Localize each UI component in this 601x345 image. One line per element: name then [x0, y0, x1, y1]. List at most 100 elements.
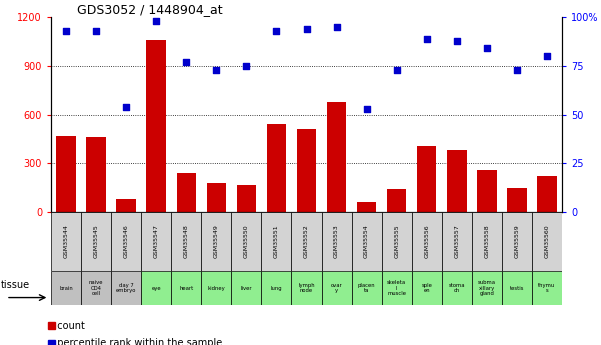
Text: brain: brain [59, 286, 73, 290]
Text: skeleta
l
muscle: skeleta l muscle [387, 280, 406, 296]
Bar [141, 271, 171, 305]
Text: percentile rank within the sample: percentile rank within the sample [51, 338, 222, 345]
Point [151, 18, 161, 24]
Text: GSM35559: GSM35559 [514, 225, 519, 258]
Text: placen
ta: placen ta [358, 283, 376, 294]
Text: GSM35546: GSM35546 [124, 225, 129, 258]
Bar [51, 212, 81, 271]
Bar [291, 212, 322, 271]
Point [212, 67, 221, 73]
Bar [502, 212, 532, 271]
Bar [81, 271, 111, 305]
Point [242, 63, 251, 69]
Text: GSM35557: GSM35557 [454, 225, 459, 258]
Bar [297, 129, 316, 212]
Text: GSM35555: GSM35555 [394, 225, 399, 258]
Point [272, 28, 281, 34]
Point [61, 28, 71, 34]
Point [302, 26, 311, 32]
Text: GSM35549: GSM35549 [214, 225, 219, 258]
Bar [177, 173, 196, 212]
Text: GSM35550: GSM35550 [244, 225, 249, 258]
Text: GSM35547: GSM35547 [154, 225, 159, 258]
Text: heart: heart [179, 286, 194, 290]
Bar [237, 185, 256, 212]
Bar [322, 271, 352, 305]
Point [482, 46, 492, 51]
Bar [291, 271, 322, 305]
Text: GSM35551: GSM35551 [274, 225, 279, 258]
Bar [117, 199, 136, 212]
Text: lung: lung [270, 286, 282, 290]
Bar [532, 271, 562, 305]
Bar [171, 271, 201, 305]
Bar [412, 212, 442, 271]
Text: sple
en: sple en [421, 283, 432, 294]
Text: thymu
s: thymu s [538, 283, 555, 294]
Point [332, 24, 341, 30]
Text: subma
xillary
gland: subma xillary gland [478, 280, 496, 296]
Point [422, 36, 432, 41]
Text: GSM35553: GSM35553 [334, 225, 339, 258]
Point [512, 67, 522, 73]
Bar [81, 212, 111, 271]
Bar [51, 271, 81, 305]
Bar [201, 271, 231, 305]
Bar [502, 271, 532, 305]
Bar [267, 125, 286, 212]
Text: GSM35554: GSM35554 [364, 225, 369, 258]
Point [452, 38, 462, 43]
Bar [387, 189, 406, 212]
Bar [147, 40, 166, 212]
Text: naive
CD4
cell: naive CD4 cell [89, 280, 103, 296]
Text: GSM35544: GSM35544 [64, 225, 69, 258]
Bar [327, 102, 346, 212]
Bar [532, 212, 562, 271]
Bar [472, 271, 502, 305]
Bar [171, 212, 201, 271]
Bar [537, 176, 557, 212]
Point [91, 28, 101, 34]
Text: GSM35552: GSM35552 [304, 225, 309, 258]
Bar [382, 271, 412, 305]
Point [362, 106, 371, 112]
Text: stoma
ch: stoma ch [448, 283, 465, 294]
Bar [322, 212, 352, 271]
Text: count: count [51, 321, 85, 331]
Text: testis: testis [510, 286, 524, 290]
Text: kidney: kidney [207, 286, 225, 290]
Bar [111, 212, 141, 271]
Text: lymph
node: lymph node [298, 283, 315, 294]
Bar [442, 271, 472, 305]
Bar [261, 271, 291, 305]
Bar [87, 137, 106, 212]
Text: eye: eye [151, 286, 161, 290]
Text: GSM35548: GSM35548 [184, 225, 189, 258]
Bar [352, 271, 382, 305]
Bar [357, 203, 376, 212]
Bar [201, 212, 231, 271]
Bar [412, 271, 442, 305]
Bar [472, 212, 502, 271]
Text: GDS3052 / 1448904_at: GDS3052 / 1448904_at [77, 3, 222, 16]
Bar [111, 271, 141, 305]
Bar [56, 136, 76, 212]
Bar [352, 212, 382, 271]
Text: GSM35556: GSM35556 [424, 225, 429, 258]
Bar [261, 212, 291, 271]
Text: ovar
y: ovar y [331, 283, 343, 294]
Text: GSM35558: GSM35558 [484, 225, 489, 258]
Point [121, 104, 131, 110]
Point [542, 53, 552, 59]
Text: day 7
embryо: day 7 embryо [116, 283, 136, 294]
Bar [447, 150, 466, 212]
Text: liver: liver [240, 286, 252, 290]
Bar [231, 271, 261, 305]
Bar [477, 170, 496, 212]
Bar [141, 212, 171, 271]
Bar [207, 183, 226, 212]
Bar [442, 212, 472, 271]
Text: GSM35545: GSM35545 [94, 225, 99, 258]
Bar [507, 188, 526, 212]
Bar [231, 212, 261, 271]
